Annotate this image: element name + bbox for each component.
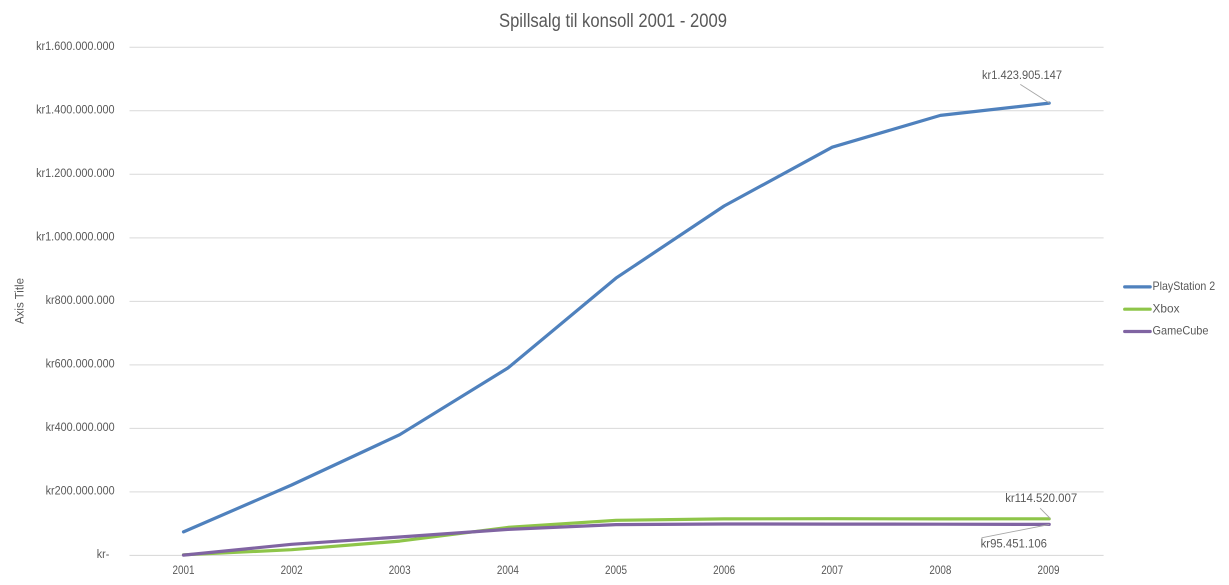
svg-text:2004: 2004: [497, 565, 520, 577]
svg-text:kr1.200.000.000: kr1.200.000.000: [36, 168, 115, 180]
svg-text:kr1.423.905.147: kr1.423.905.147: [982, 70, 1062, 82]
svg-text:Xbox: Xbox: [1153, 301, 1180, 315]
svg-text:GameCube: GameCube: [1153, 324, 1209, 338]
svg-text:kr1.600.000.000: kr1.600.000.000: [36, 41, 115, 53]
svg-text:2002: 2002: [281, 565, 303, 577]
svg-text:2006: 2006: [713, 565, 735, 577]
svg-text:kr400.000.000: kr400.000.000: [46, 422, 115, 434]
svg-text:kr800.000.000: kr800.000.000: [46, 295, 115, 307]
svg-text:kr1.400.000.000: kr1.400.000.000: [36, 104, 115, 116]
svg-text:Axis Title: Axis Title: [15, 278, 27, 324]
svg-text:2001: 2001: [173, 565, 195, 577]
svg-text:2005: 2005: [605, 565, 627, 577]
svg-text:kr-: kr-: [97, 549, 110, 561]
svg-text:kr1.000.000.000: kr1.000.000.000: [36, 231, 115, 243]
svg-text:2007: 2007: [821, 565, 843, 577]
svg-text:Spillsalg til konsoll 2001 - 2: Spillsalg til konsoll 2001 - 2009: [499, 11, 727, 32]
svg-text:2003: 2003: [389, 565, 411, 577]
svg-text:kr114.520.007: kr114.520.007: [1005, 493, 1077, 505]
svg-text:PlayStation 2: PlayStation 2: [1153, 279, 1216, 293]
svg-text:kr95.451.106: kr95.451.106: [981, 538, 1047, 550]
svg-text:kr600.000.000: kr600.000.000: [46, 358, 115, 370]
svg-text:2009: 2009: [1038, 565, 1060, 577]
svg-text:kr200.000.000: kr200.000.000: [46, 485, 115, 497]
svg-text:2008: 2008: [929, 565, 951, 577]
